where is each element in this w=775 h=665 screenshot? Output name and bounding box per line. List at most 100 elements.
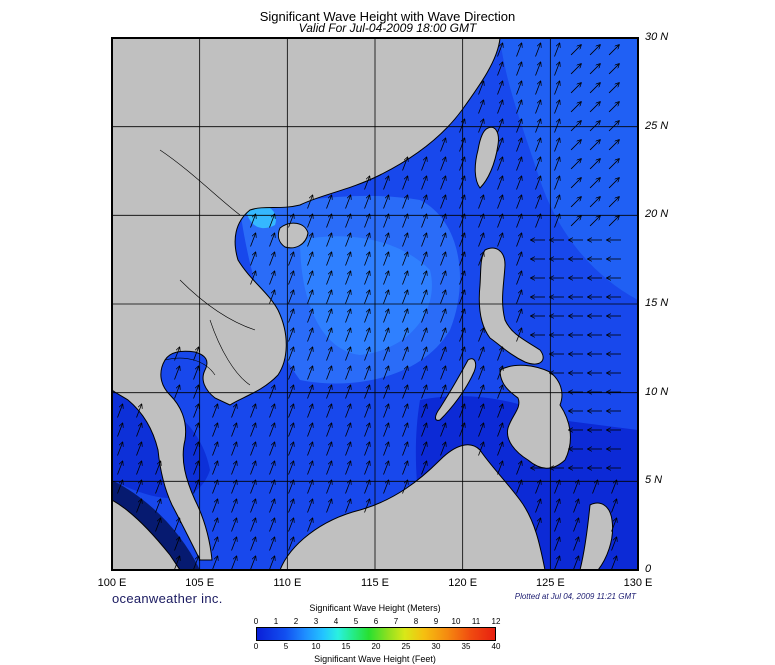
wave-arrow xyxy=(611,480,617,494)
wave-arrow xyxy=(364,366,370,380)
wave-arrow xyxy=(516,309,522,323)
wave-arrow xyxy=(421,423,427,437)
wave-arrow xyxy=(421,271,427,285)
wave-arrow xyxy=(421,214,427,228)
wave-arrow xyxy=(345,195,351,209)
wave-arrow xyxy=(554,518,560,532)
wave-arrow xyxy=(231,499,237,513)
wave-arrow xyxy=(478,214,484,228)
wave-arrow xyxy=(155,499,161,513)
wave-arrow xyxy=(608,83,619,94)
wave-arrow xyxy=(554,81,560,95)
wave-arrow xyxy=(402,176,408,190)
wave-arrow xyxy=(117,423,123,437)
wave-arrow xyxy=(554,119,560,133)
wave-arrow xyxy=(288,404,294,418)
wave-arrow xyxy=(136,404,142,418)
wave-arrow xyxy=(288,442,294,456)
wave-arrow xyxy=(307,195,313,209)
wave-direction-arrows xyxy=(117,43,621,570)
wave-arrow xyxy=(611,556,617,570)
wave-arrow xyxy=(364,214,370,228)
wave-arrow xyxy=(250,537,256,551)
wave-arrow xyxy=(402,385,408,399)
wave-arrow xyxy=(383,214,389,228)
wave-arrow xyxy=(250,480,256,494)
wave-arrow xyxy=(440,290,446,304)
wave-arrow xyxy=(231,442,237,456)
wave-arrow xyxy=(269,461,275,475)
wave-arrow xyxy=(421,385,427,399)
wave-arrow xyxy=(535,81,541,95)
land-palawan xyxy=(435,358,477,421)
wave-arrow xyxy=(459,404,465,418)
wave-arrow xyxy=(554,214,560,228)
wave-arrow xyxy=(570,140,581,151)
wave-arrow xyxy=(364,233,370,247)
wave-arrow xyxy=(516,271,522,285)
wave-arrow xyxy=(250,233,256,247)
wave-arrow xyxy=(402,252,408,266)
wave-arrow xyxy=(497,195,503,209)
wave-arrow xyxy=(440,252,446,266)
wave-arrow xyxy=(535,176,541,190)
land-sulawesi xyxy=(579,502,614,570)
wave-arrow xyxy=(288,461,294,475)
wave-arrow xyxy=(117,461,123,475)
wave-arrow xyxy=(269,385,275,399)
wave-arrow xyxy=(345,214,351,228)
wave-arrow xyxy=(554,138,560,152)
wave-arrow xyxy=(288,480,294,494)
wave-arrow xyxy=(573,480,579,494)
wave-arrow xyxy=(307,214,313,228)
legend-tick-meters: 0 xyxy=(253,617,259,626)
lat-label: 15 N xyxy=(645,297,669,309)
wave-arrow xyxy=(440,347,446,361)
wave-arrow xyxy=(250,214,256,228)
wave-arrow xyxy=(497,81,503,95)
wave-arrow xyxy=(383,271,389,285)
wave-arrow xyxy=(421,252,427,266)
wave-arrow xyxy=(193,347,199,361)
wave-arrow xyxy=(307,366,313,380)
wave-arrow xyxy=(402,233,408,247)
wave-arrow xyxy=(269,290,275,304)
lon-label: 110 E xyxy=(273,577,302,589)
wave-arrow xyxy=(345,347,351,361)
wave-arrow xyxy=(478,423,484,437)
wave-arrow xyxy=(307,271,313,285)
wave-arrow xyxy=(174,385,180,399)
wave-arrow xyxy=(307,290,313,304)
wave-arrow xyxy=(554,480,560,494)
wave-arrow xyxy=(345,404,351,418)
wave-arrow xyxy=(250,499,256,513)
wave-arrow xyxy=(440,328,446,342)
wave-arrow xyxy=(440,176,446,190)
wave-arrow xyxy=(193,385,199,399)
wave-arrow xyxy=(155,518,161,532)
wave-arrow xyxy=(554,176,560,190)
legend-tick-feet: 40 xyxy=(491,642,501,651)
wave-arrow xyxy=(383,404,389,418)
wave-arrow xyxy=(231,423,237,437)
wave-arrow xyxy=(516,176,522,190)
wave-arrow xyxy=(174,347,180,361)
wave-arrow xyxy=(421,366,427,380)
wave-arrow xyxy=(440,309,446,323)
wave-arrow xyxy=(440,233,446,247)
wave-arrow xyxy=(589,102,600,113)
wave-arrow xyxy=(573,556,579,570)
wave-arrow xyxy=(269,404,275,418)
wave-arrow xyxy=(478,100,484,114)
wave-arrow xyxy=(497,347,503,361)
wave-arrow xyxy=(497,119,503,133)
wave-arrow xyxy=(589,45,600,56)
wave-arrow xyxy=(440,157,446,171)
wave-arrow xyxy=(212,556,218,570)
lon-label: 120 E xyxy=(448,577,478,589)
brand-logo-text: oceanweather inc. xyxy=(112,591,223,606)
wave-arrow xyxy=(516,480,522,494)
wave-arrow xyxy=(269,499,275,513)
legend-title-meters: Significant Wave Height (Meters) xyxy=(309,603,441,613)
wave-arrow xyxy=(554,195,560,209)
